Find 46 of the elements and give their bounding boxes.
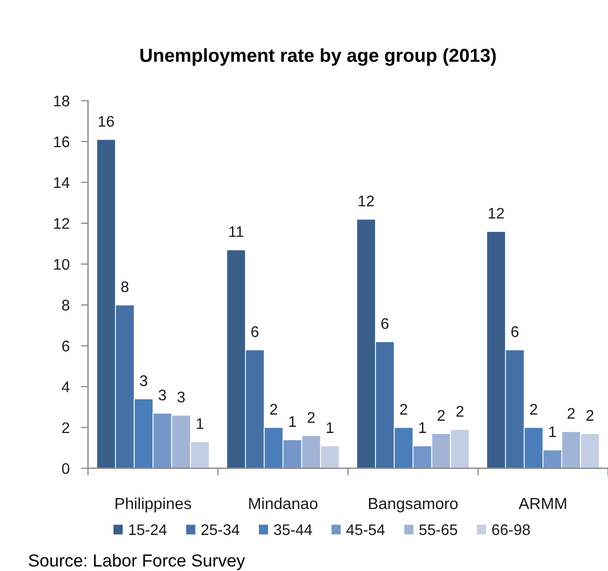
y-tick-label: 0 bbox=[62, 463, 70, 474]
legend-label: 15-24 bbox=[129, 524, 167, 536]
data-label: 2 bbox=[270, 404, 278, 415]
y-tick-label: 6 bbox=[62, 340, 70, 352]
legend-label: 45-54 bbox=[346, 524, 385, 536]
data-label: 3 bbox=[140, 375, 148, 386]
data-label: 3 bbox=[177, 392, 185, 402]
data-label: 1 bbox=[326, 422, 334, 433]
legend-label: 35-44 bbox=[274, 524, 312, 536]
data-label: 1 bbox=[419, 422, 426, 433]
data-label: 2 bbox=[308, 412, 315, 423]
y-tick-label: 10 bbox=[54, 258, 70, 270]
data-label: 16 bbox=[98, 116, 114, 127]
data-label: 2 bbox=[438, 410, 445, 421]
y-tick-label: 18 bbox=[54, 96, 70, 106]
x-tick-label: ARMM bbox=[518, 498, 566, 510]
y-tick-label: 16 bbox=[54, 136, 70, 148]
y-tick-label: 4 bbox=[62, 382, 70, 392]
x-tick-label: Philippines bbox=[116, 497, 192, 512]
data-label: 12 bbox=[358, 196, 374, 206]
data-label: 8 bbox=[121, 281, 128, 292]
data-label: 12 bbox=[488, 208, 504, 219]
data-label: 11 bbox=[229, 226, 244, 237]
y-tick-label: 12 bbox=[54, 218, 70, 229]
data-label: 1 bbox=[289, 416, 296, 427]
legend-label: 55-65 bbox=[419, 524, 458, 536]
y-tick-label: 2 bbox=[62, 422, 70, 433]
data-label: 6 bbox=[381, 318, 388, 329]
data-label: 6 bbox=[511, 326, 518, 338]
data-label: 2 bbox=[530, 404, 538, 415]
y-tick-label: 14 bbox=[54, 177, 70, 188]
chart-title: Unemployment rate by age group (2013) bbox=[140, 48, 496, 66]
legend-label: 66-98 bbox=[492, 524, 530, 536]
data-label: 1 bbox=[549, 426, 556, 438]
y-tick-label: 8 bbox=[62, 300, 70, 311]
data-label: 3 bbox=[158, 390, 166, 400]
x-tick-label: Mindanao bbox=[249, 497, 318, 510]
source-note: Source: Labor Force Survey bbox=[28, 554, 246, 570]
legend-label: 25-34 bbox=[201, 524, 240, 536]
data-label: 2 bbox=[586, 410, 594, 421]
data-label: 2 bbox=[400, 404, 408, 415]
data-label: 1 bbox=[196, 418, 204, 429]
data-label: 6 bbox=[251, 326, 258, 338]
data-label: 2 bbox=[456, 406, 464, 417]
data-label: 2 bbox=[568, 408, 575, 419]
x-tick-label: Bangsamoro bbox=[369, 498, 458, 512]
